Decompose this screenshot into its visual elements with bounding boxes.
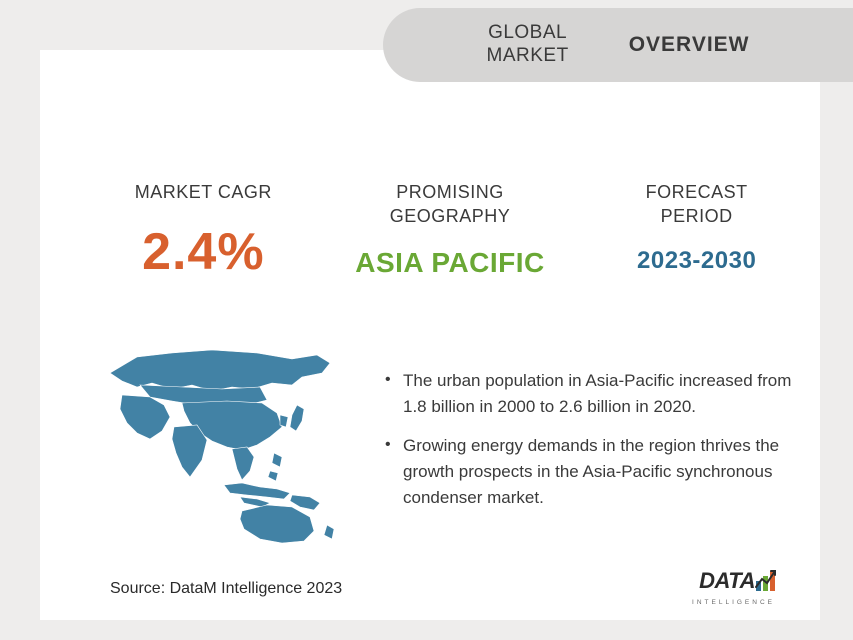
metric-geography-label: PROMISINGGEOGRAPHY	[327, 180, 574, 229]
metric-cagr: MARKET CAGR 2.4%	[80, 180, 327, 282]
brand-logo: DATA	[699, 568, 775, 594]
bullet-list: The urban population in Asia-Pacific inc…	[385, 368, 805, 524]
bullet-item: The urban population in Asia-Pacific inc…	[385, 368, 805, 421]
metric-period-label: FORECASTPERIOD	[573, 180, 820, 229]
brand-logo-text: DATA	[699, 568, 755, 594]
content-card: MARKET CAGR 2.4% PROMISINGGEOGRAPHY ASIA…	[40, 50, 820, 620]
metric-cagr-label: MARKET CAGR	[80, 180, 327, 204]
metric-geography: PROMISINGGEOGRAPHY ASIA PACIFIC	[327, 180, 574, 279]
header-overview: OVERVIEW	[629, 33, 750, 57]
brand-logo-subtitle: INTELLIGENCE	[692, 599, 775, 606]
source-text: Source: DataM Intelligence 2023	[110, 580, 342, 598]
asia-pacific-map-icon	[92, 345, 342, 545]
metrics-row: MARKET CAGR 2.4% PROMISINGGEOGRAPHY ASIA…	[80, 180, 820, 282]
metric-period-value: 2023-2030	[573, 247, 820, 275]
metric-period: FORECASTPERIOD 2023-2030	[573, 180, 820, 275]
header-pill: GLOBALMARKET OVERVIEW	[383, 8, 853, 82]
bullet-item: Growing energy demands in the region thr…	[385, 433, 805, 512]
metric-geography-value: ASIA PACIFIC	[327, 247, 574, 279]
metric-cagr-value: 2.4%	[80, 222, 327, 282]
brand-logo-bars-icon	[756, 571, 775, 591]
header-global-market: GLOBALMARKET	[487, 22, 569, 68]
